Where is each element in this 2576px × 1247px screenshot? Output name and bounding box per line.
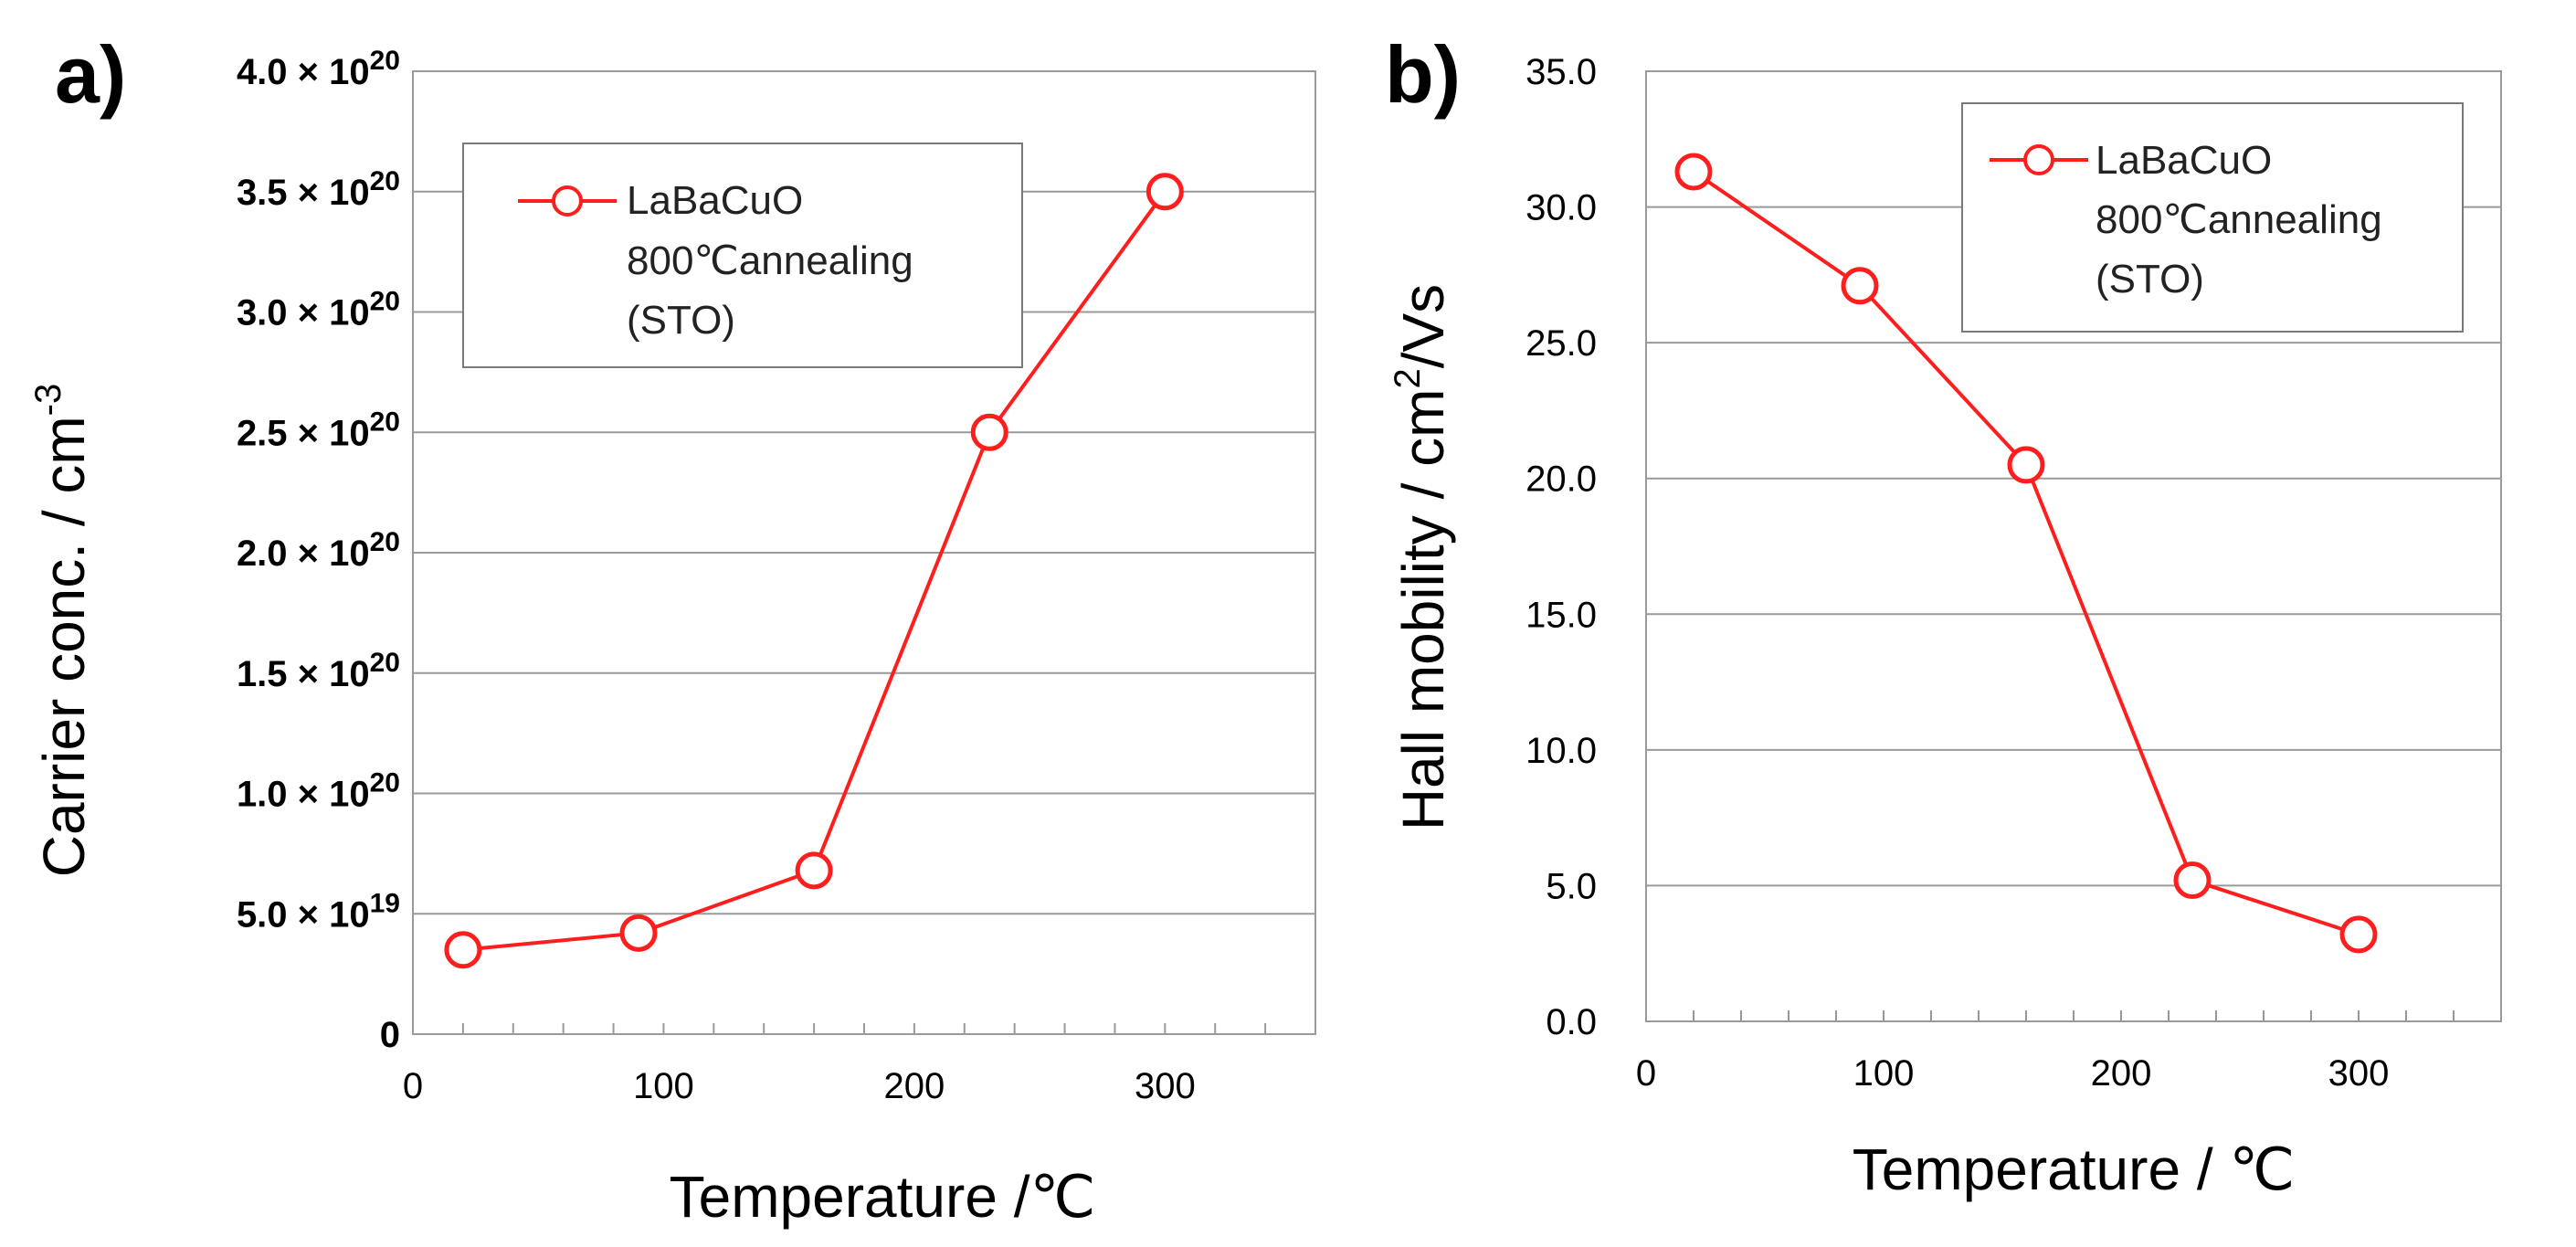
panel-b-x-minor-ticks xyxy=(1693,1010,2455,1021)
panel-b-data-point xyxy=(2339,915,2378,954)
panel-b-x-tick-label: 0 xyxy=(1636,1053,1656,1094)
panel-a-x-axis-title: Temperature /℃ xyxy=(670,1164,1096,1230)
panel-a-legend-marker xyxy=(552,185,583,217)
panel-b-data-point xyxy=(2007,446,2045,484)
panel-a-y-tick-label: 0 xyxy=(380,1015,400,1055)
panel-a-data-point xyxy=(970,413,1008,451)
panel-b-x-tick-label: 200 xyxy=(2091,1053,2152,1094)
panel-a-data-point xyxy=(619,914,658,952)
panel-b-data-point xyxy=(1841,267,1879,305)
panel-b-y-tick-label: 10.0 xyxy=(1526,731,1597,771)
panel-a-y-tick-label-base: 1.5 × 10 xyxy=(237,654,370,694)
panel-b-y-tick-label: 35.0 xyxy=(1526,52,1597,92)
panel-a-x-ticks: 0 100 200 300 xyxy=(403,1066,1196,1106)
panel-b-y-tick-label: 0.0 xyxy=(1546,1002,1597,1042)
panel-b-x-ticks: 0 100 200 300 xyxy=(1636,1053,2390,1094)
panel-a-y-tick-label-exp: 19 xyxy=(370,888,400,918)
panel-a-legend-label-1: LaBaCuO xyxy=(627,178,803,223)
panel-a-y-tick-label-base: 5.0 × 10 xyxy=(237,894,370,935)
panel-a-series xyxy=(444,173,1184,969)
panel-a-y-tick-label-base: 1.0 × 10 xyxy=(237,775,370,815)
panel-a-y-tick-label: 5.0 × 1019 xyxy=(237,888,400,935)
panel-b-y-tick-label: 20.0 xyxy=(1526,460,1597,500)
panel-a-y-tick-label-exp: 20 xyxy=(370,166,400,196)
panel-a-data-point xyxy=(1145,173,1184,211)
panel-b-data-point xyxy=(1674,153,1713,191)
panel-a-y-tick-label-base: 3.0 × 10 xyxy=(237,293,370,333)
panel-a-legend-label-2: 800℃annealing xyxy=(627,238,913,283)
panel-a-y-tick-label: 4.0 × 1020 xyxy=(237,46,400,92)
panel-b-x-tick-label: 100 xyxy=(1853,1053,1915,1094)
panel-a-y-tick-label-exp: 20 xyxy=(370,648,400,678)
panel-b-legend-label-3: (STO) xyxy=(2096,257,2204,301)
panel-a-y-axis-title-main: Carrier conc. / cm xyxy=(31,416,97,877)
panel-b-y-axis-title-suffix: /Vs xyxy=(1390,284,1456,368)
panel-a-y-tick-label-exp: 20 xyxy=(370,768,400,798)
panel-a-data-point xyxy=(795,851,833,890)
panel-a-y-tick-label-exp: 20 xyxy=(370,287,400,317)
panel-a-y-tick-label-base: 4.0 × 10 xyxy=(237,52,370,92)
panel-a-legend: LaBaCuO 800℃annealing (STO) xyxy=(462,143,1023,368)
panel-a-label: a) xyxy=(55,29,126,120)
panel-a-x-tick-label: 200 xyxy=(884,1066,945,1106)
panel-b-y-tick-label: 25.0 xyxy=(1526,323,1597,364)
panel-a-y-tick-label: 1.0 × 1020 xyxy=(237,768,400,815)
panel-b-y-tick-label: 15.0 xyxy=(1526,595,1597,635)
panel-a-y-tick-label: 1.5 × 1020 xyxy=(237,648,400,694)
panel-a-y-axis-title-sup: -3 xyxy=(28,384,69,417)
panel-b-legend: LaBaCuO 800℃annealing (STO) xyxy=(1961,102,2464,333)
panel-b-y-ticks: 0.0 5.0 10.0 15.0 20.0 25.0 30.0 35.0 xyxy=(1526,52,1597,1042)
panel-b-y-axis-title: Hall mobility / cm2/Vs xyxy=(1388,284,1456,830)
panel-b-x-axis-title: Temperature / ℃ xyxy=(1853,1136,2296,1202)
panel-b-label: b) xyxy=(1385,29,1461,120)
panel-b-data-point xyxy=(2173,861,2212,899)
panel-a-y-tick-label-base: 3.5 × 10 xyxy=(237,173,370,213)
panel-a-y-tick-label-base: 2.5 × 10 xyxy=(237,413,370,453)
panel-a-y-axis-title: Carrier conc. / cm-3 xyxy=(28,384,97,878)
panel-b-y-axis-title-sup: 2 xyxy=(1388,368,1428,388)
panel-a-data-point xyxy=(444,931,482,969)
panel-b-y-tick-label: 30.0 xyxy=(1526,188,1597,228)
panel-b-y-axis-title-main: Hall mobility / cm xyxy=(1390,389,1456,831)
panel-a-x-tick-label: 0 xyxy=(403,1066,423,1106)
panel-a-y-tick-label-base: 2.0 × 10 xyxy=(237,534,370,574)
panel-a-y-tick-label-exp: 20 xyxy=(370,527,400,557)
panel-b-x-tick-label: 300 xyxy=(2328,1053,2390,1094)
panel-b-legend-label-2: 800℃annealing xyxy=(2096,197,2382,242)
panel-a-x-minor-ticks xyxy=(461,1023,1267,1034)
panel-b-legend-box xyxy=(1961,102,2464,333)
panel-a-y-tick-label: 3.0 × 1020 xyxy=(237,287,400,333)
panel-a-y-tick-label: 2.0 × 1020 xyxy=(237,527,400,574)
panel-a-y-tick-label: 3.5 × 1020 xyxy=(237,166,400,213)
panel-b-y-tick-label: 5.0 xyxy=(1546,866,1597,906)
panel-a-y-tick-label: 2.5 × 1020 xyxy=(237,407,400,453)
panel-a-y-tick-label-exp: 20 xyxy=(370,407,400,437)
panel-b-legend-label-1: LaBaCuO xyxy=(2096,138,2272,183)
panel-a-x-tick-label: 100 xyxy=(633,1066,694,1106)
panel-a-x-tick-label: 300 xyxy=(1135,1066,1196,1106)
panel-a-legend-label-3: (STO) xyxy=(627,298,735,343)
panel-a-legend-box xyxy=(462,143,1023,368)
panel-b: b) 0.05.010.015.020.025.030.035.0 0 100 20… xyxy=(1385,29,2502,1202)
panel-b-legend-marker xyxy=(2023,144,2054,175)
panel-b-series xyxy=(1674,153,2378,954)
panel-a-y-tick-label-exp: 20 xyxy=(370,46,400,76)
